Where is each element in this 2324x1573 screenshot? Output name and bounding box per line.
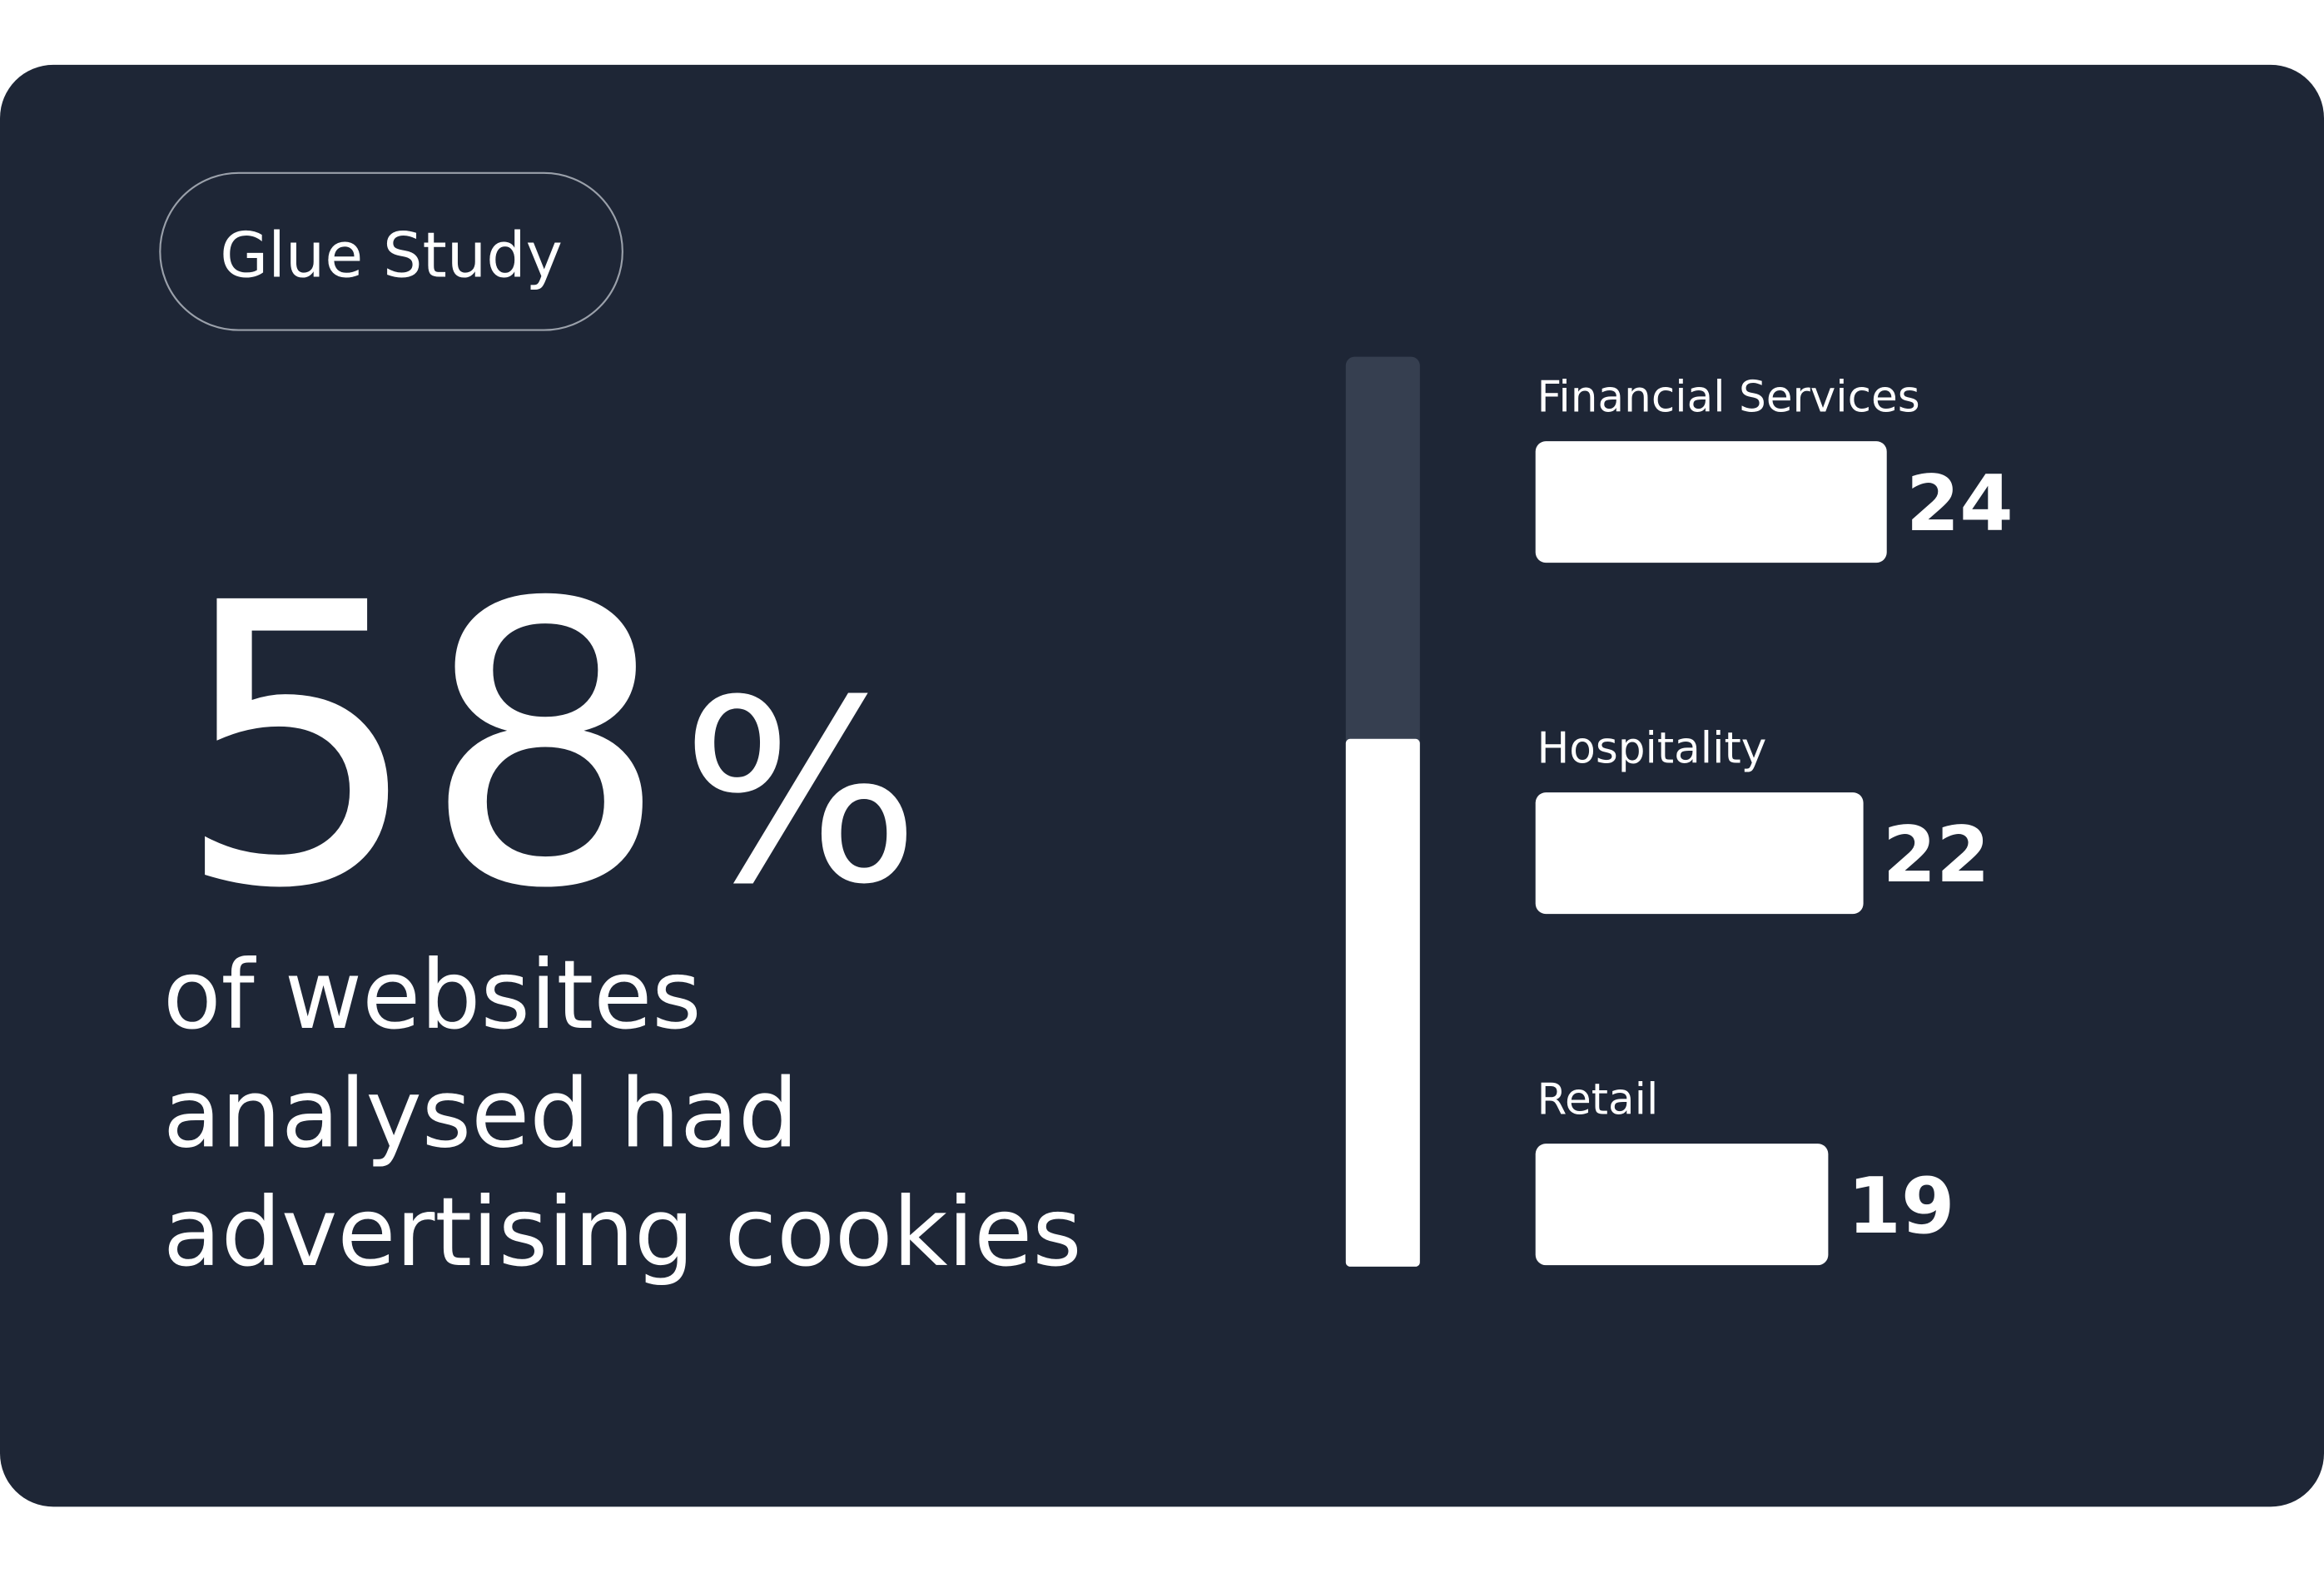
category-label: Hospitality — [1537, 724, 1766, 774]
stat-description: analysed had — [163, 1059, 798, 1169]
stat-unit: % — [681, 647, 921, 940]
category-label: Financial Services — [1537, 373, 1919, 423]
badge-text: Glue Study — [220, 219, 563, 291]
value-label: 22 — [1883, 810, 1990, 900]
stat-description: advertising cookies — [163, 1177, 1082, 1288]
category-label: Retail — [1537, 1075, 1658, 1125]
bar — [1535, 441, 1887, 563]
badge-outline — [159, 171, 623, 331]
gauge-fill — [1345, 738, 1420, 1267]
value-label: 24 — [1906, 459, 2014, 548]
value-label: 19 — [1848, 1161, 1955, 1251]
bar — [1535, 792, 1864, 915]
stat-description: of websites — [163, 940, 702, 1050]
bar — [1535, 1144, 1829, 1266]
stat-value: 58 — [175, 522, 669, 974]
